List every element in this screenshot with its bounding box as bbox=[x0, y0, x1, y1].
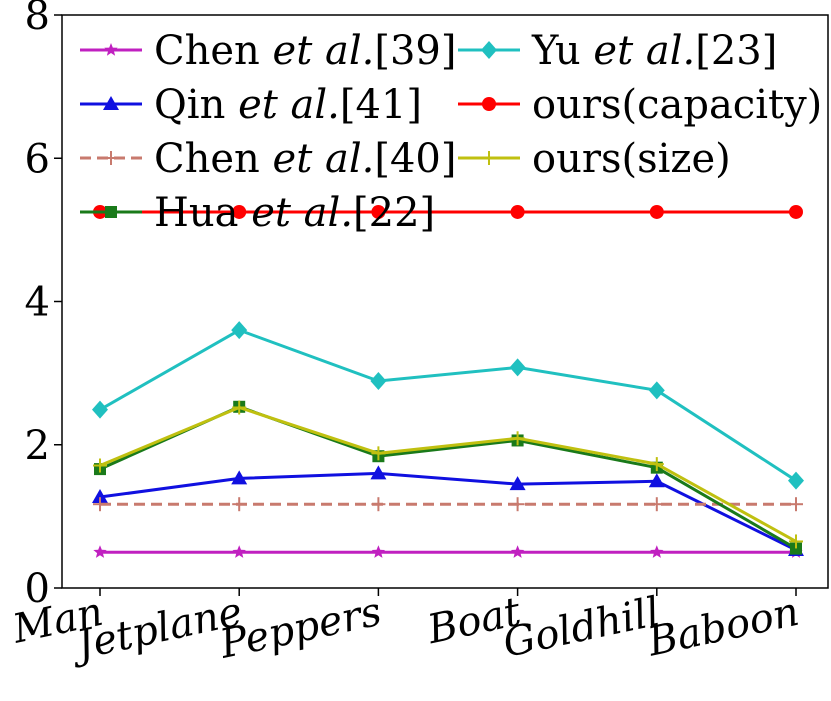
y-tick-label: 4 bbox=[25, 280, 50, 326]
data-point bbox=[93, 458, 107, 473]
data-point bbox=[648, 381, 665, 400]
series-ours-capacity- bbox=[93, 204, 803, 219]
data-point bbox=[371, 204, 386, 219]
data-point bbox=[648, 473, 665, 488]
data-point bbox=[649, 204, 664, 219]
legend-item: Hua et al.[22] bbox=[80, 190, 435, 236]
x-tick-label: Goldhill bbox=[499, 589, 664, 667]
legend-label: Yu et al.[23] bbox=[531, 28, 777, 74]
data-point bbox=[232, 497, 247, 512]
data-point bbox=[92, 489, 108, 504]
data-point bbox=[789, 534, 803, 549]
data-point bbox=[510, 545, 525, 558]
legend: Chen et al.[39] Qin et al.[41] Chen et al.… bbox=[80, 28, 822, 236]
series-yu-et-al-23- bbox=[92, 321, 804, 490]
legend-marker bbox=[481, 41, 497, 59]
legend-item: Qin et al.[41] bbox=[80, 82, 422, 128]
series-line bbox=[99, 328, 797, 482]
x-tick-label: Peppers bbox=[215, 589, 385, 668]
legend-label: Qin et al.[41] bbox=[154, 82, 422, 128]
data-point bbox=[509, 476, 526, 491]
data-point bbox=[649, 457, 664, 472]
data-point bbox=[370, 465, 387, 480]
data-point bbox=[371, 497, 386, 512]
legend-label: Chen et al.[39] bbox=[154, 28, 456, 74]
data-point bbox=[232, 545, 246, 558]
y-tick-label: 0 bbox=[25, 566, 50, 612]
data-point bbox=[789, 204, 803, 219]
plot-area bbox=[92, 204, 804, 558]
data-point bbox=[510, 497, 525, 512]
series-chen-et-al-39- bbox=[93, 545, 803, 558]
data-point bbox=[371, 446, 386, 461]
legend-item: ours(size) bbox=[458, 136, 731, 182]
data-point bbox=[93, 497, 107, 512]
series-chen-et-al-40- bbox=[93, 497, 803, 512]
series-ours-size- bbox=[93, 400, 803, 549]
legend-label: ours(size) bbox=[532, 136, 731, 182]
data-point bbox=[231, 470, 248, 485]
legend-label: ours(capacity) bbox=[532, 82, 822, 128]
legend-marker bbox=[482, 151, 496, 165]
data-point bbox=[650, 545, 664, 558]
legend-marker bbox=[103, 96, 119, 110]
legend-item: ours(capacity) bbox=[458, 82, 822, 128]
data-point bbox=[649, 497, 664, 512]
legend-label: Chen et al.[40] bbox=[154, 136, 456, 182]
data-point bbox=[510, 204, 525, 219]
series-line bbox=[99, 405, 797, 543]
x-tick-label: Baboon bbox=[643, 589, 803, 666]
legend-marker bbox=[104, 43, 118, 56]
data-point bbox=[509, 358, 526, 377]
data-point bbox=[788, 471, 804, 490]
data-point bbox=[370, 372, 387, 391]
data-point bbox=[232, 400, 247, 415]
data-point bbox=[93, 545, 107, 558]
series-qin-et-al-41- bbox=[92, 465, 804, 557]
legend-marker bbox=[104, 151, 118, 165]
legend-marker bbox=[482, 97, 496, 111]
data-point bbox=[231, 321, 248, 340]
data-point bbox=[371, 545, 386, 558]
legend-item: Yu et al.[23] bbox=[458, 28, 777, 74]
data-point bbox=[92, 400, 108, 419]
legend-label: Hua et al.[22] bbox=[154, 190, 435, 236]
data-point bbox=[789, 497, 803, 512]
legend-item: Chen et al.[40] bbox=[80, 136, 456, 182]
data-point bbox=[510, 431, 525, 446]
y-tick-label: 2 bbox=[25, 423, 50, 469]
y-tick-label: 8 bbox=[25, 0, 50, 39]
y-tick-label: 6 bbox=[25, 136, 50, 182]
series-line bbox=[99, 471, 797, 552]
legend-marker bbox=[105, 206, 117, 218]
data-point bbox=[790, 542, 802, 555]
legend-item: Chen et al.[39] bbox=[80, 28, 456, 74]
data-point bbox=[232, 204, 247, 219]
